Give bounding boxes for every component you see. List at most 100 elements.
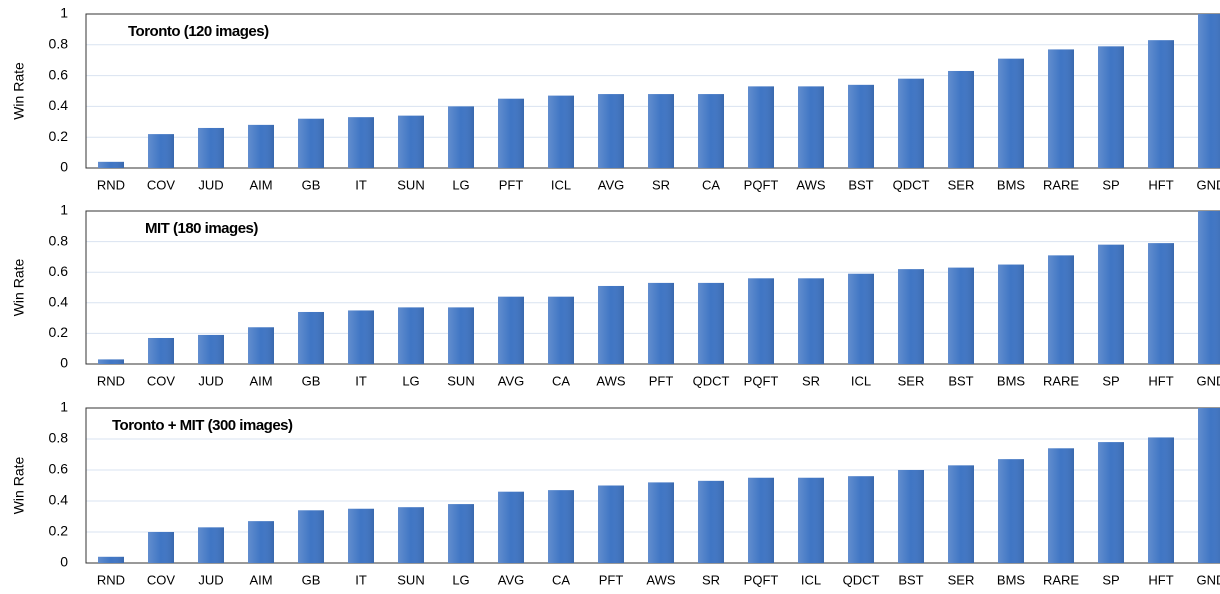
bar-shade [798,278,824,364]
x-tick-label: GB [302,177,321,192]
bar-shade [398,507,424,563]
y-tick-label: 0.2 [49,523,69,539]
x-tick-label: SUN [397,177,424,192]
x-tick-label: SUN [447,373,474,388]
x-tick-label: GB [302,373,321,388]
bar-shade [1148,40,1174,168]
bar-shade [498,491,524,563]
x-tick-label: JUD [198,177,223,192]
bar-shade [1098,46,1124,169]
bar-shade [848,476,874,563]
bar-shade [198,334,224,364]
y-axis-label: Win Rate [11,62,27,120]
y-tick-label: 0.8 [49,430,69,446]
bar-shade [1148,243,1174,364]
x-tick-label: AIM [249,177,272,192]
bar-shade [898,269,924,364]
x-tick-label: AVG [498,572,525,587]
bar-shade [148,134,174,168]
bar-shade [598,94,624,168]
bar-shade [1148,437,1174,563]
x-tick-label: SR [802,373,820,388]
x-tick-label: RARE [1043,373,1079,388]
x-tick-label: QDCT [693,373,730,388]
bar-shade [748,278,774,364]
bar-shade [348,310,374,364]
x-tick-label: HFT [1148,373,1173,388]
bar-shade [248,521,274,563]
x-tick-label: SUN [397,572,424,587]
bar-shade [98,161,124,168]
x-tick-label: AVG [498,373,525,388]
panel-title: MIT (180 images) [145,220,258,237]
bar-shade [998,264,1024,364]
x-tick-label: PQFT [744,177,779,192]
x-tick-label: BST [848,177,873,192]
x-tick-label: BST [948,373,973,388]
bar-shade [1098,244,1124,364]
bar-shade [848,84,874,168]
bar-shade [1198,408,1220,563]
bar-shade [948,465,974,563]
y-tick-label: 0.2 [49,128,69,144]
x-tick-label: LG [452,572,469,587]
bar-shade [298,118,324,168]
bar-shade [898,470,924,563]
bar-shade [648,282,674,364]
x-tick-label: HFT [1148,572,1173,587]
bar-shade [448,106,474,168]
x-tick-label: CA [552,572,570,587]
y-tick-label: 1 [60,5,68,21]
x-tick-label: SER [948,572,975,587]
x-tick-label: PQFT [744,373,779,388]
bar-shade [148,532,174,563]
x-tick-label: SR [652,177,670,192]
x-tick-label: RARE [1043,572,1079,587]
bar-shade [548,490,574,563]
bar-shade [448,504,474,563]
bar-shade [198,127,224,168]
x-tick-label: LG [452,177,469,192]
x-tick-label: AWS [596,373,625,388]
bar-shade [98,556,124,563]
x-tick-label: GND [1197,572,1220,587]
bar-shade [548,95,574,168]
x-tick-label: AIM [249,373,272,388]
x-tick-label: RARE [1043,177,1079,192]
bar-shade [1198,211,1220,364]
y-tick-label: 1 [60,399,68,415]
panel-title: Toronto + MIT (300 images) [112,417,293,434]
x-tick-label: LG [402,373,419,388]
bar-shade [748,477,774,563]
y-axis-label: Win Rate [11,259,27,317]
bar-shade [598,285,624,364]
bar-shade [548,296,574,364]
x-tick-label: SP [1102,572,1119,587]
x-tick-label: BMS [997,572,1026,587]
x-tick-label: IT [355,572,367,587]
bar-shade [298,311,324,364]
x-tick-label: COV [147,177,176,192]
x-tick-label: RND [97,572,125,587]
x-tick-label: RND [97,177,125,192]
y-tick-label: 0 [60,355,68,371]
x-tick-label: CA [552,373,570,388]
x-tick-label: AWS [646,572,675,587]
y-axis-label: Win Rate [11,457,27,515]
y-tick-label: 0.8 [49,36,69,52]
x-tick-label: QDCT [893,177,930,192]
y-tick-label: 0.6 [49,263,69,279]
x-tick-label: GB [302,572,321,587]
x-tick-label: COV [147,373,176,388]
x-tick-label: IT [355,177,367,192]
bar-shade [98,359,124,364]
y-tick-label: 1 [60,202,68,218]
bar-shade [248,327,274,364]
x-tick-label: AVG [598,177,625,192]
x-tick-label: GND [1197,373,1220,388]
bar-shade [198,527,224,563]
x-tick-label: PQFT [744,572,779,587]
y-tick-label: 0.2 [49,324,69,340]
bar-shade [948,70,974,168]
